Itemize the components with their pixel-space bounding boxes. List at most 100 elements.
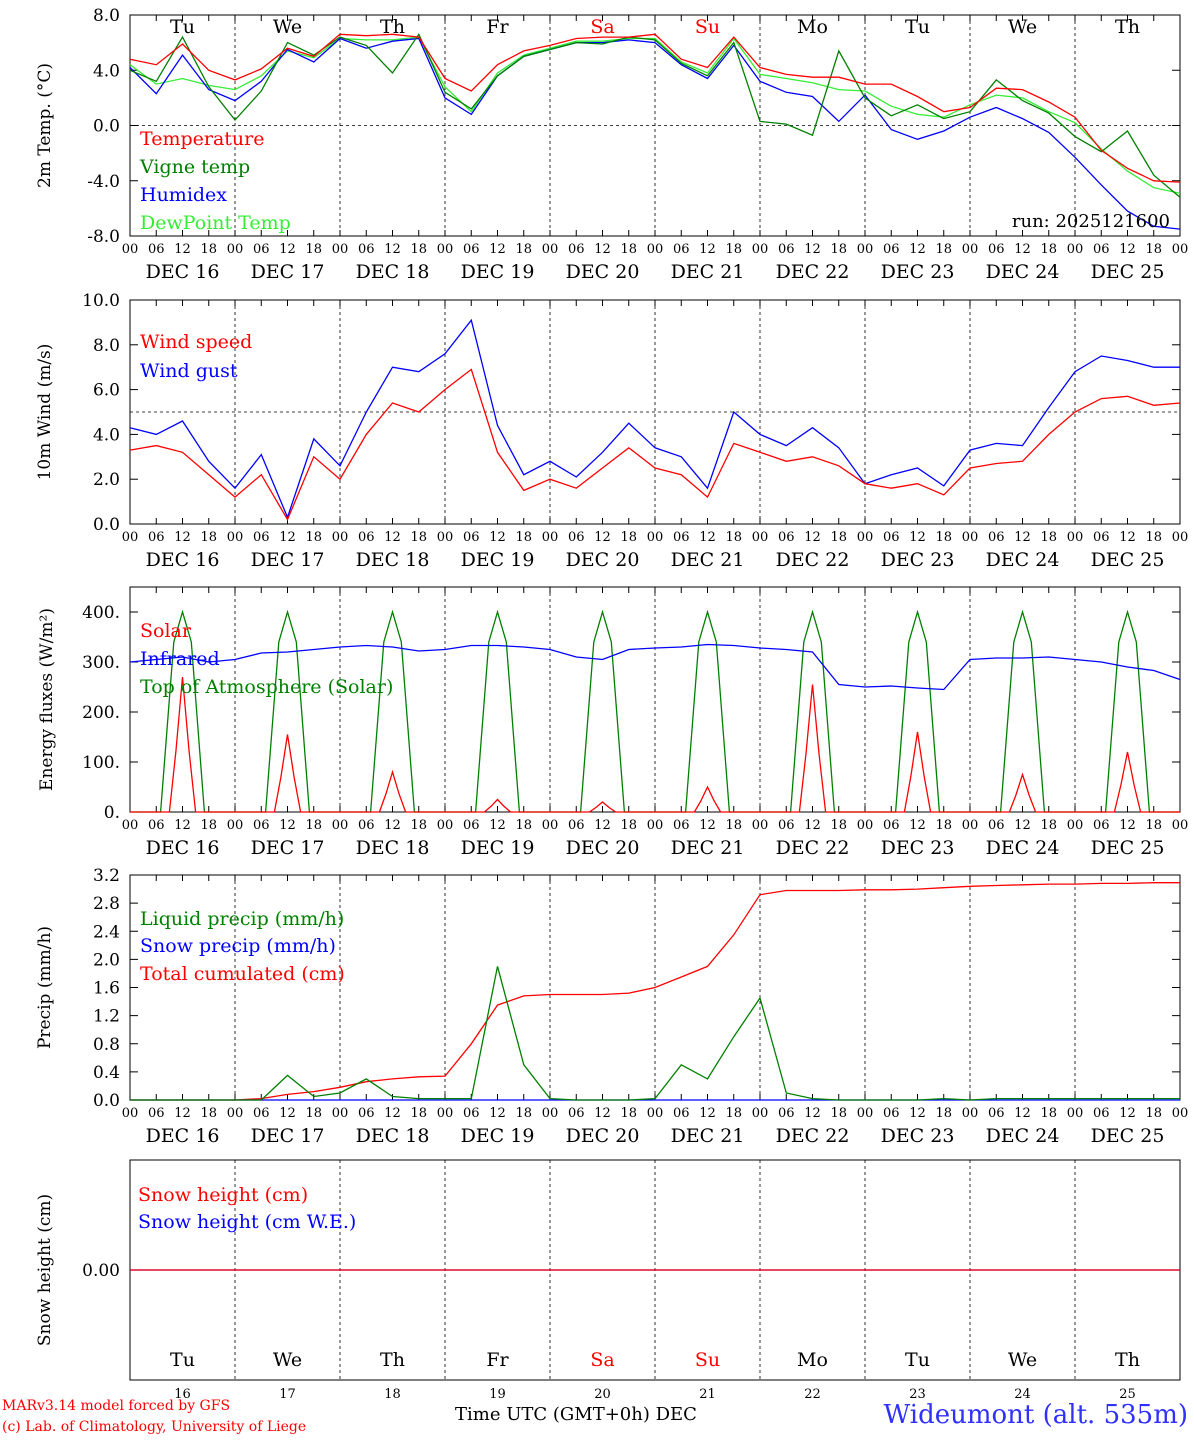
hour-tick-label: 12	[489, 1106, 506, 1121]
hour-tick-label: 12	[174, 530, 191, 545]
hour-tick-label: 00	[122, 530, 139, 545]
hour-tick-label: 12	[804, 242, 821, 257]
weekday-label: We	[1008, 1349, 1037, 1371]
hour-tick-label: 06	[673, 242, 690, 257]
hour-tick-label: 18	[1145, 530, 1162, 545]
legend-entry: Liquid precip (mm/h)	[140, 908, 344, 930]
day-number-label: 17	[279, 1387, 296, 1400]
hour-tick-label: 06	[358, 530, 375, 545]
hour-tick-label: 12	[174, 1106, 191, 1121]
hour-tick-label: 12	[909, 1106, 926, 1121]
hour-tick-label: 12	[174, 818, 191, 833]
legend-entry: Snow height (cm)	[138, 1184, 308, 1206]
hour-tick-label: 18	[1040, 1106, 1057, 1121]
legend-entry: Total cumulated (cm)	[140, 963, 345, 985]
day-number-label: 18	[384, 1387, 401, 1400]
day-label: DEC 25	[1091, 549, 1165, 571]
hour-tick-label: 06	[778, 530, 795, 545]
hour-tick-label: 00	[122, 1106, 139, 1121]
hour-tick-label: 00	[1067, 1106, 1084, 1121]
hour-tick-label: 06	[883, 1106, 900, 1121]
panel-frame-energy	[129, 586, 1181, 813]
series-line-liquid-precip-mm-h-	[130, 966, 1180, 1101]
y-tick-label: 2.0	[93, 950, 120, 970]
series-line-vigne-temp	[129, 32, 1181, 198]
hour-tick-label: 12	[489, 818, 506, 833]
hour-tick-label: 00	[227, 818, 244, 833]
day-number-label: 19	[489, 1387, 506, 1400]
hour-tick-label: 12	[279, 242, 296, 257]
hour-tick-label: 06	[883, 818, 900, 833]
hour-tick-label: 06	[463, 530, 480, 545]
model-credit-line2: (c) Lab. of Climatology, University of L…	[2, 1419, 307, 1435]
panel-snow	[129, 1159, 1181, 1381]
day-label: DEC 18	[356, 837, 430, 859]
hour-tick-label: 00	[752, 242, 769, 257]
day-label: DEC 17	[251, 837, 325, 859]
weekday-label: Fr	[486, 16, 509, 38]
legend-entry: Temperature	[140, 128, 264, 150]
hour-tick-label: 12	[384, 818, 401, 833]
hour-tick-label: 18	[620, 242, 637, 257]
hour-tick-label: 06	[1093, 818, 1110, 833]
hour-tick-label: 18	[200, 1106, 217, 1121]
day-label: DEC 19	[461, 549, 535, 571]
hour-tick-label: 12	[1014, 530, 1031, 545]
y-tick-label: 400.	[82, 603, 120, 623]
series-line-temperature	[129, 33, 1181, 183]
hour-tick-label: 18	[200, 242, 217, 257]
hour-tick-label: 06	[1093, 530, 1110, 545]
hour-tick-label: 00	[122, 818, 139, 833]
hour-tick-label: 18	[410, 242, 427, 257]
y-tick-label: 2.8	[93, 894, 120, 914]
hour-tick-label: 12	[804, 818, 821, 833]
y-tick-label: 0.0	[93, 117, 120, 137]
y-axis-label: Precip (mm/h)	[35, 926, 55, 1049]
day-label: DEC 20	[566, 1125, 640, 1147]
hour-tick-label: 00	[1067, 530, 1084, 545]
hour-tick-label: 00	[647, 242, 664, 257]
hour-tick-label: 12	[279, 530, 296, 545]
hour-tick-label: 18	[200, 530, 217, 545]
day-label: DEC 25	[1091, 1125, 1165, 1147]
hour-tick-label: 12	[594, 530, 611, 545]
hour-tick-label: 18	[830, 242, 847, 257]
hour-tick-label: 00	[542, 1106, 559, 1121]
hour-tick-label: 06	[1093, 242, 1110, 257]
hour-tick-label: 00	[1067, 818, 1084, 833]
hour-tick-label: 00	[857, 818, 874, 833]
weekday-label: Sa	[590, 1349, 614, 1371]
hour-tick-label: 00	[857, 530, 874, 545]
hour-tick-label: 12	[1119, 530, 1136, 545]
y-tick-label: -4.0	[87, 172, 120, 192]
hour-tick-label: 00	[1172, 530, 1189, 545]
legend-entry: Solar	[140, 620, 192, 642]
hour-tick-label: 18	[1040, 818, 1057, 833]
legend-entry: Vigne temp	[139, 156, 250, 178]
y-tick-label: 0.0	[93, 1091, 120, 1111]
hour-tick-label: 18	[1040, 242, 1057, 257]
hour-tick-label: 18	[305, 530, 322, 545]
hour-tick-label: 00	[437, 818, 454, 833]
hour-tick-label: 18	[725, 818, 742, 833]
hour-tick-label: 06	[988, 818, 1005, 833]
hour-tick-label: 12	[174, 242, 191, 257]
y-tick-label: 6.0	[93, 381, 120, 401]
y-tick-label: 8.0	[93, 336, 120, 356]
weekday-label: Th	[1115, 1349, 1140, 1371]
day-number-label: 21	[699, 1387, 716, 1400]
legend-entry: Top of Atmosphere (Solar)	[140, 676, 393, 698]
day-label: DEC 24	[986, 549, 1060, 571]
day-label: DEC 23	[881, 1125, 955, 1147]
weekday-label: Tu	[905, 16, 930, 38]
hour-tick-label: 12	[384, 530, 401, 545]
y-tick-label: 3.2	[93, 866, 120, 886]
series-line-total-cumulated-cm-	[130, 882, 1180, 1101]
weekday-label: Su	[695, 1349, 720, 1371]
day-label: DEC 21	[671, 1125, 745, 1147]
hour-tick-label: 06	[778, 242, 795, 257]
hour-tick-label: 06	[253, 242, 270, 257]
hour-tick-label: 18	[1145, 818, 1162, 833]
panel-temp	[129, 14, 1181, 237]
hour-tick-label: 06	[463, 818, 480, 833]
